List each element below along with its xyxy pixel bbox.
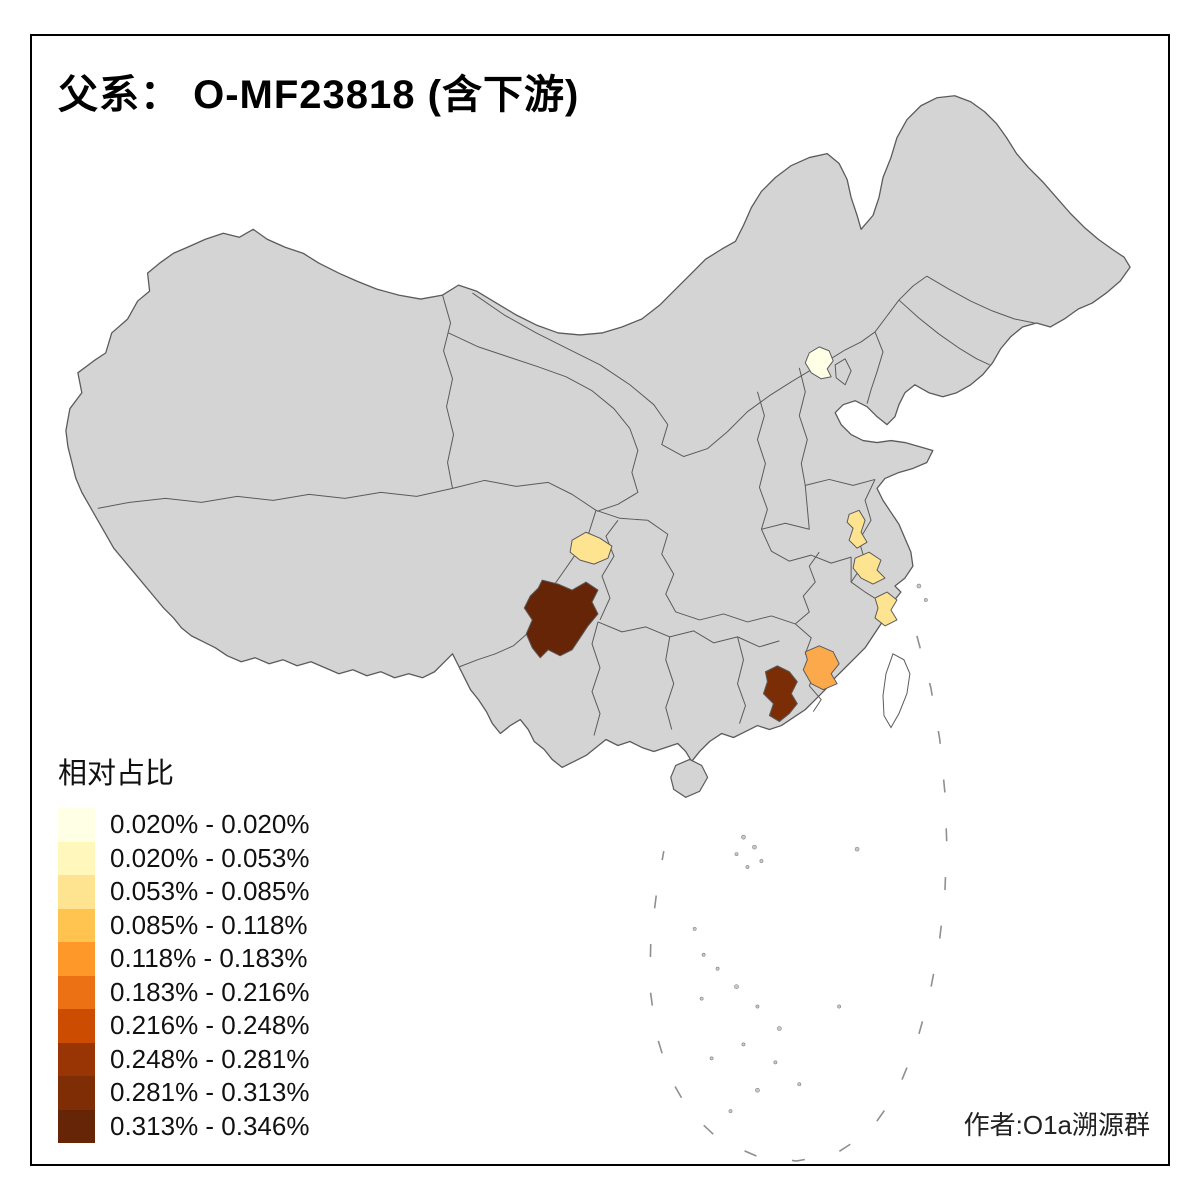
plot-frame: 父系： O-MF23818 (含下游) 相对占比 0.020% - 0.020%… xyxy=(30,34,1170,1166)
hainan-island xyxy=(670,758,709,798)
legend-item: 0.118% - 0.183% xyxy=(58,942,309,976)
province-borders xyxy=(97,275,1035,736)
region-eastern-guangdong xyxy=(762,665,798,723)
region-coastal-fujian xyxy=(802,645,840,691)
mainland-outline xyxy=(65,95,1131,769)
legend-label: 0.248% - 0.281% xyxy=(110,1043,310,1074)
legend-item: 0.020% - 0.053% xyxy=(58,841,310,875)
sea-islets xyxy=(692,583,928,1114)
colored-regions xyxy=(523,346,898,723)
legend-item: 0.216% - 0.248% xyxy=(58,1009,309,1043)
legend-label: 0.053% - 0.085% xyxy=(110,876,310,907)
legend-label: 0.216% - 0.248% xyxy=(110,1010,310,1041)
legend-label: 0.085% - 0.118% xyxy=(110,909,308,940)
legend-label: 0.183% - 0.216% xyxy=(110,976,310,1007)
legend-swatch xyxy=(58,1109,95,1143)
author-credit: 作者:O1a溯源群 xyxy=(963,1110,1150,1140)
taiwan-island xyxy=(882,653,911,729)
china-choropleth-map xyxy=(65,95,1131,1162)
legend-swatch xyxy=(58,1076,95,1110)
region-central-jiangsu xyxy=(846,509,868,549)
legend-items: 0.020% - 0.020% 0.020% - 0.053% 0.053% - 0… xyxy=(58,808,309,1143)
page-title: 父系： O-MF23818 (含下游) xyxy=(58,73,580,117)
legend-label: 0.313% - 0.346% xyxy=(110,1110,310,1141)
region-southern-jiangsu xyxy=(852,551,886,585)
legend-item: 0.313% - 0.346% xyxy=(58,1109,310,1143)
region-southwest-sichuan xyxy=(523,579,599,659)
legend-swatch xyxy=(58,975,95,1009)
region-chengdu-area xyxy=(569,531,613,565)
legend-label: 0.020% - 0.053% xyxy=(110,842,310,873)
legend-label: 0.118% - 0.183% xyxy=(110,943,308,974)
legend-item: 0.281% - 0.313% xyxy=(58,1076,309,1110)
legend-swatch xyxy=(58,1042,95,1076)
legend-swatch xyxy=(58,942,95,976)
legend-swatch xyxy=(58,841,95,875)
legend-swatch xyxy=(58,1009,95,1043)
legend-item: 0.248% - 0.281% xyxy=(58,1042,310,1076)
legend-swatch xyxy=(58,808,95,842)
region-coastal-zhejiang xyxy=(874,591,898,627)
legend-title: 相对占比 xyxy=(58,758,175,790)
legend-swatch xyxy=(58,875,95,909)
legend-label: 0.281% - 0.313% xyxy=(110,1077,310,1108)
legend-swatch xyxy=(58,908,95,942)
legend-label: 0.020% - 0.020% xyxy=(110,809,310,840)
legend-item: 0.183% - 0.216% xyxy=(58,975,310,1009)
legend-item: 0.020% - 0.020% xyxy=(58,808,309,842)
legend-item: 0.053% - 0.085% xyxy=(58,875,309,909)
legend-item: 0.085% - 0.118% xyxy=(58,908,309,942)
region-beijing xyxy=(804,346,834,380)
legend: 相对占比 0.020% - 0.020% 0.020% - 0.053% 0.053… xyxy=(58,750,309,1143)
